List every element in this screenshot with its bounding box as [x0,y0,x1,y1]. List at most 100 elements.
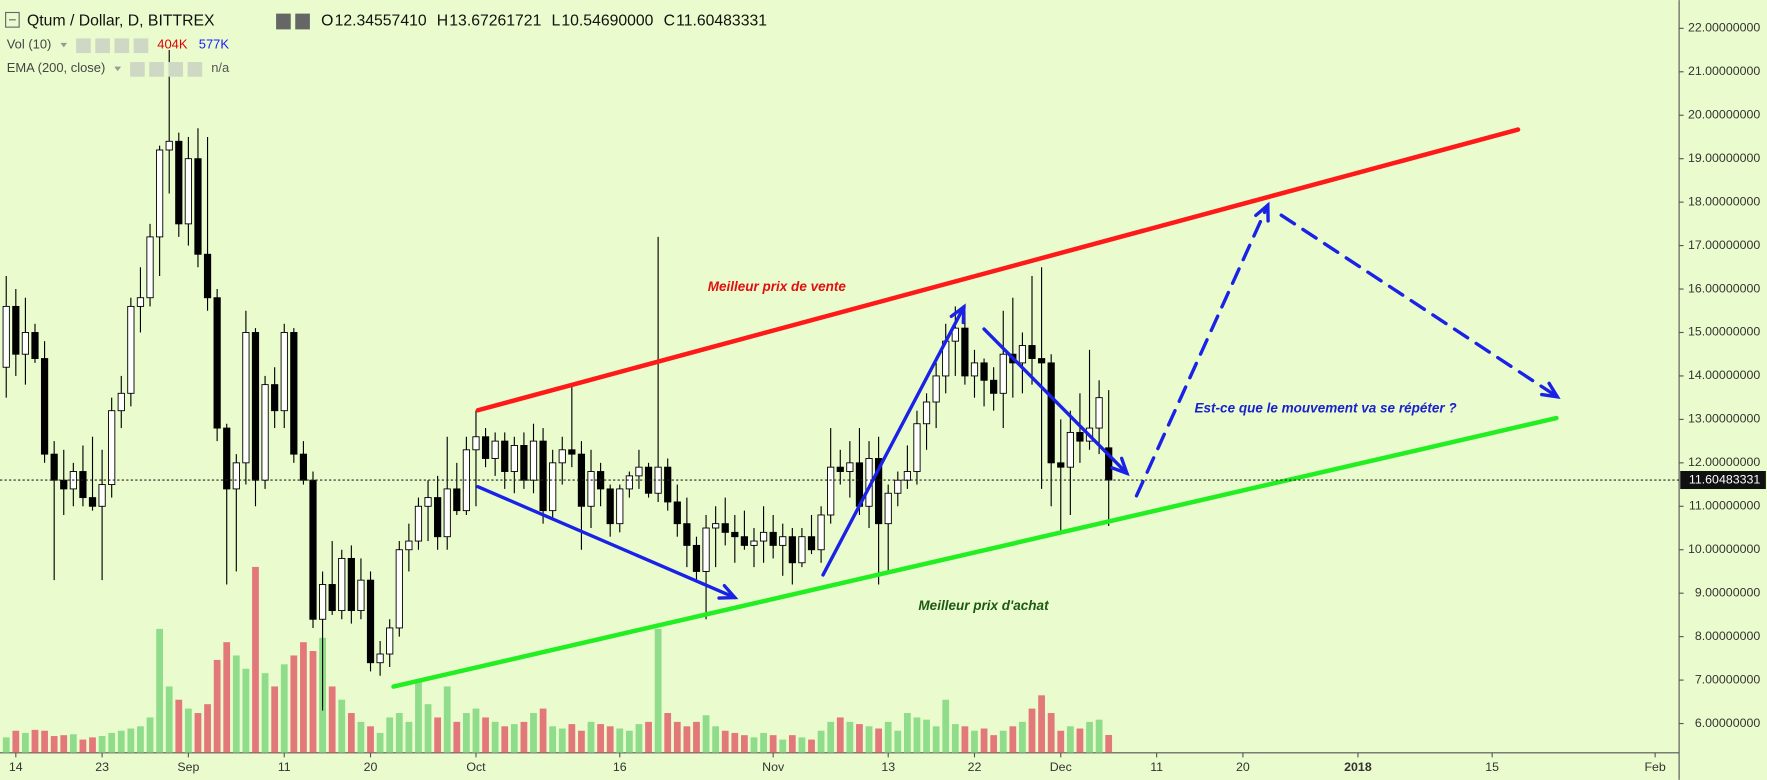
candle-body [165,140,173,151]
y-tick-label: 6.00000000 [1695,716,1760,730]
volume-bar [367,726,374,753]
volume-bar [184,708,192,753]
candle-body [338,557,346,612]
candle-body [520,445,528,481]
last-price-label: 11.60483331 [1689,472,1760,486]
volume-bar [808,739,815,753]
candle-body [1028,345,1036,360]
settings-icon[interactable] [276,13,291,30]
candle-body [175,140,183,225]
indicator-icon[interactable] [187,62,203,77]
candle-body [807,536,816,551]
indicator-name: EMA (200, close) [7,60,106,75]
indicator-icon[interactable] [149,62,164,77]
volume-bar [463,713,470,753]
collapse-icon[interactable] [5,11,20,28]
candle-body [414,505,423,542]
indicator-icon[interactable] [168,62,184,77]
candle-body [692,544,701,572]
y-tick-label: 22.00000000 [1688,21,1760,35]
volume-bar [798,737,806,753]
volume-bar [146,717,154,753]
format-icon[interactable] [295,13,310,30]
indicator-value: n/a [211,60,230,75]
volume-bar [827,721,835,753]
volume-bar [242,668,250,753]
plot-area [0,50,1680,753]
candle-body [606,488,614,525]
candle-body [788,536,796,564]
annotation: Meilleur prix d'achat [918,598,1049,613]
candle-body [798,536,806,564]
candle-body [1057,462,1065,468]
indicator-icon[interactable] [76,38,91,54]
volume-bar [415,682,422,753]
candle-body [395,549,403,629]
y-tick-label: 10.00000000 [1688,542,1760,556]
indicator-icon[interactable] [130,62,145,77]
volume-bar [223,642,231,753]
candle-body [702,527,710,572]
candle-body [271,384,279,412]
volume-bar [472,708,480,753]
ohlc-key: C [664,13,675,30]
indicator-icon[interactable] [133,38,149,54]
candle-body [884,492,892,525]
candle-body [127,305,135,394]
indicator-icon[interactable] [95,38,110,54]
y-tick-label: 15.00000000 [1688,325,1760,339]
volume-bar [903,713,911,753]
volume-bar [376,732,384,753]
candle-body [213,297,221,429]
candle-body [309,479,317,620]
candle-body [529,440,538,481]
candle-body [232,462,240,490]
chart-title: Qtum / Dollar, D, BITTREX [27,13,215,30]
x-tick-label: Dec [1050,760,1072,774]
candle-body [1105,447,1113,481]
volume-bar [1095,719,1103,753]
x-tick-label: 23 [95,760,109,774]
candle-body [970,362,979,377]
candle-body [31,332,39,360]
volume-bar [280,664,288,753]
volume-bar [443,686,451,753]
volume-bar [894,730,902,753]
candle-body [328,584,336,612]
x-tick-label: 20 [1236,760,1250,774]
volume-bar [1019,721,1026,753]
volume-bar [328,686,336,753]
candle-body [980,362,988,381]
indicator-name: Vol (10) [7,37,52,52]
candle-body [357,579,365,612]
volume-bar [980,728,988,753]
indicator-icon[interactable] [114,38,130,54]
axes: 6.00000000 7.00000000 8.00000000 9.00000000… [9,21,1766,774]
candle-body [251,332,260,481]
x-tick-label: 2018 [1344,760,1372,774]
candle-body [501,440,509,472]
volume-bar [654,628,662,753]
candle-body [117,392,125,412]
candle-body [1095,397,1103,429]
volume-bar [98,736,106,753]
volume-bar [606,726,614,753]
volume-bar [741,735,748,753]
volume-bar [22,732,29,753]
candle-body [779,536,787,546]
candle-body [203,253,212,299]
volume-bar [175,699,183,753]
trend-line [475,127,1521,413]
volume-bar [1086,721,1093,753]
candle-body [951,327,959,342]
candle-body [510,445,518,472]
last-price-tag [1680,470,1766,490]
volume-bar [309,651,317,753]
volume-bar [290,655,298,753]
candle-body [98,484,106,507]
volume-bar [1047,713,1055,753]
candle-body [961,327,969,377]
volume-bar [539,708,547,753]
volume-bar [156,628,163,753]
